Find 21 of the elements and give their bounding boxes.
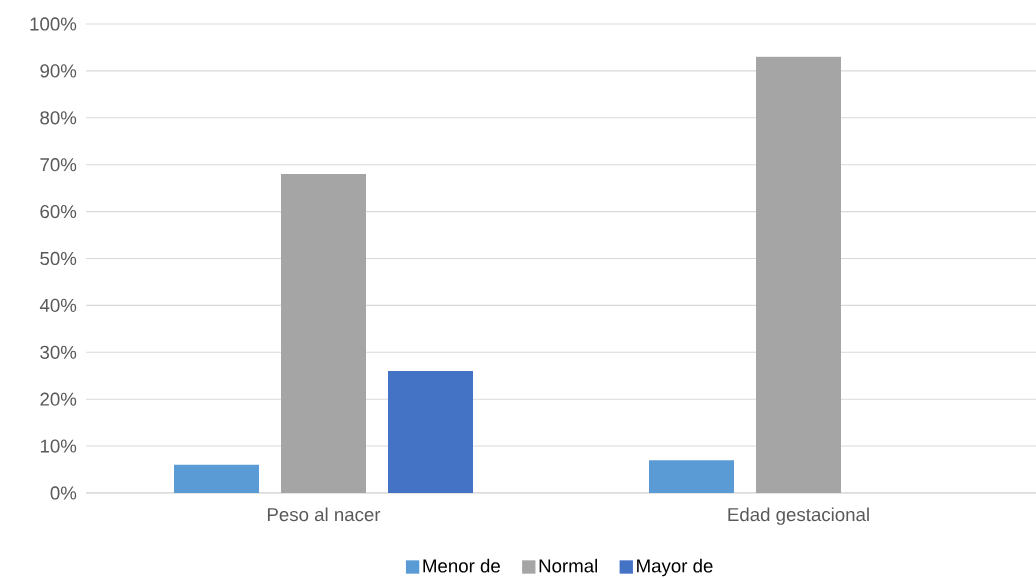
y-tick-label: 0% — [50, 486, 77, 500]
y-tick-label: 100% — [30, 17, 77, 31]
y-tick-label: 80% — [40, 111, 77, 125]
bar — [281, 174, 366, 493]
bar — [756, 56, 841, 493]
y-tick-label: 50% — [40, 251, 77, 266]
x-tick-label: Edad gestacional — [728, 507, 869, 525]
bar — [174, 464, 260, 493]
y-tick-label: 30% — [40, 345, 77, 359]
bar — [388, 371, 474, 493]
bar — [649, 460, 734, 493]
legend-label: Normal — [539, 558, 598, 573]
y-tick-label: 60% — [40, 204, 77, 219]
y-tick-label: 20% — [40, 392, 77, 406]
y-tick-label: 10% — [40, 439, 77, 453]
y-tick-label: 70% — [40, 158, 77, 172]
x-tick-label: Peso al nacer — [267, 507, 381, 522]
legend-label: Mayor de — [637, 558, 713, 577]
y-tick-label: 40% — [39, 298, 77, 312]
y-tick-label: 90% — [40, 64, 77, 78]
legend-label: Menor de — [423, 558, 500, 573]
